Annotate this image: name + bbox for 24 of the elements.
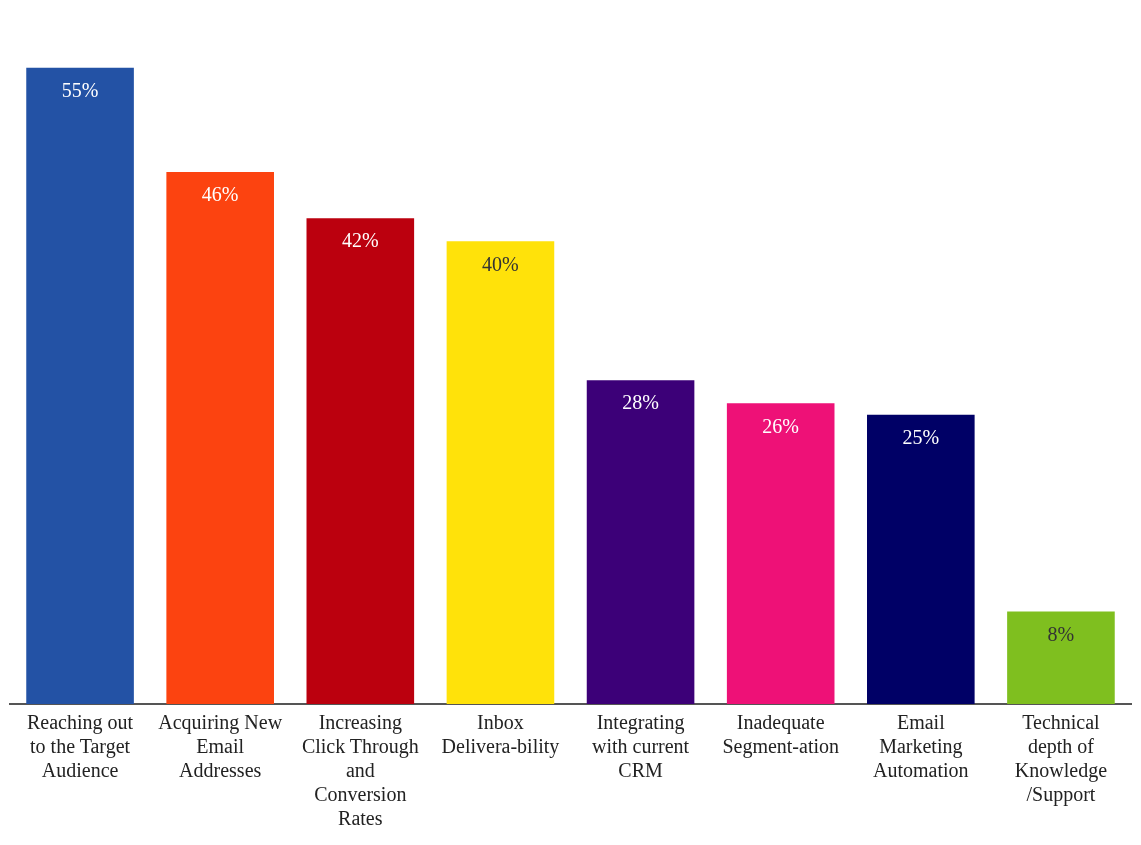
bar: [306, 218, 415, 704]
data-label: 42%: [341, 229, 379, 252]
bar: [1007, 611, 1115, 704]
x-tick-label: Integrating with current CRM: [591, 711, 690, 782]
x-tick-label: Technical depth of Knowledge /Support: [1014, 711, 1108, 807]
data-label: 55%: [61, 79, 99, 102]
data-label: 46%: [201, 183, 239, 206]
x-tick-label: Acquiring New Email Addresses: [158, 711, 283, 782]
data-label: 26%: [762, 414, 800, 437]
data-label: 8%: [1047, 622, 1075, 645]
data-label: 25%: [902, 426, 940, 449]
bar: [446, 241, 555, 704]
bar: [166, 171, 274, 704]
data-label: 28%: [622, 391, 659, 414]
data-label: 40%: [482, 252, 519, 275]
bar: [26, 67, 134, 704]
x-tick-label: Reaching out to the Target Audience: [27, 711, 134, 782]
bar: [726, 403, 835, 704]
bar: [586, 380, 695, 704]
x-tick-label: Increasing Click Through and Conversion Rates: [301, 711, 419, 830]
bar: [867, 414, 975, 704]
x-tick-label: Inadequate Segment-ation: [722, 711, 840, 759]
x-tick-label: Inbox Delivera-bility: [441, 711, 560, 759]
x-tick-label: Email Marketing Automation: [873, 711, 969, 782]
